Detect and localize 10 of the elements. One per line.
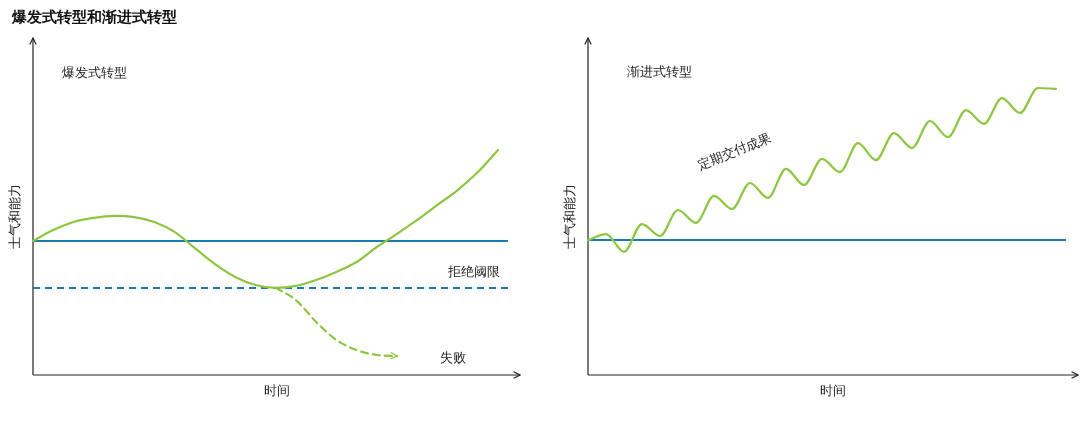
x-axis-title: 时间 [820, 383, 846, 398]
y-axis-title: 士气和能力 [7, 184, 22, 249]
ref-line-label: 拒绝阈限 [447, 264, 500, 279]
chart-title: 爆发式转型和渐进式转型 [11, 8, 177, 26]
text: 爆发式转型 [62, 65, 127, 80]
text: 渐进式转型 [627, 64, 692, 79]
y-axis-title: 士气和能力 [562, 184, 577, 249]
x-axis-title: 时间 [263, 383, 290, 398]
annotation: 失败 [440, 350, 466, 365]
annotation: 定期交付成果 [695, 129, 774, 173]
